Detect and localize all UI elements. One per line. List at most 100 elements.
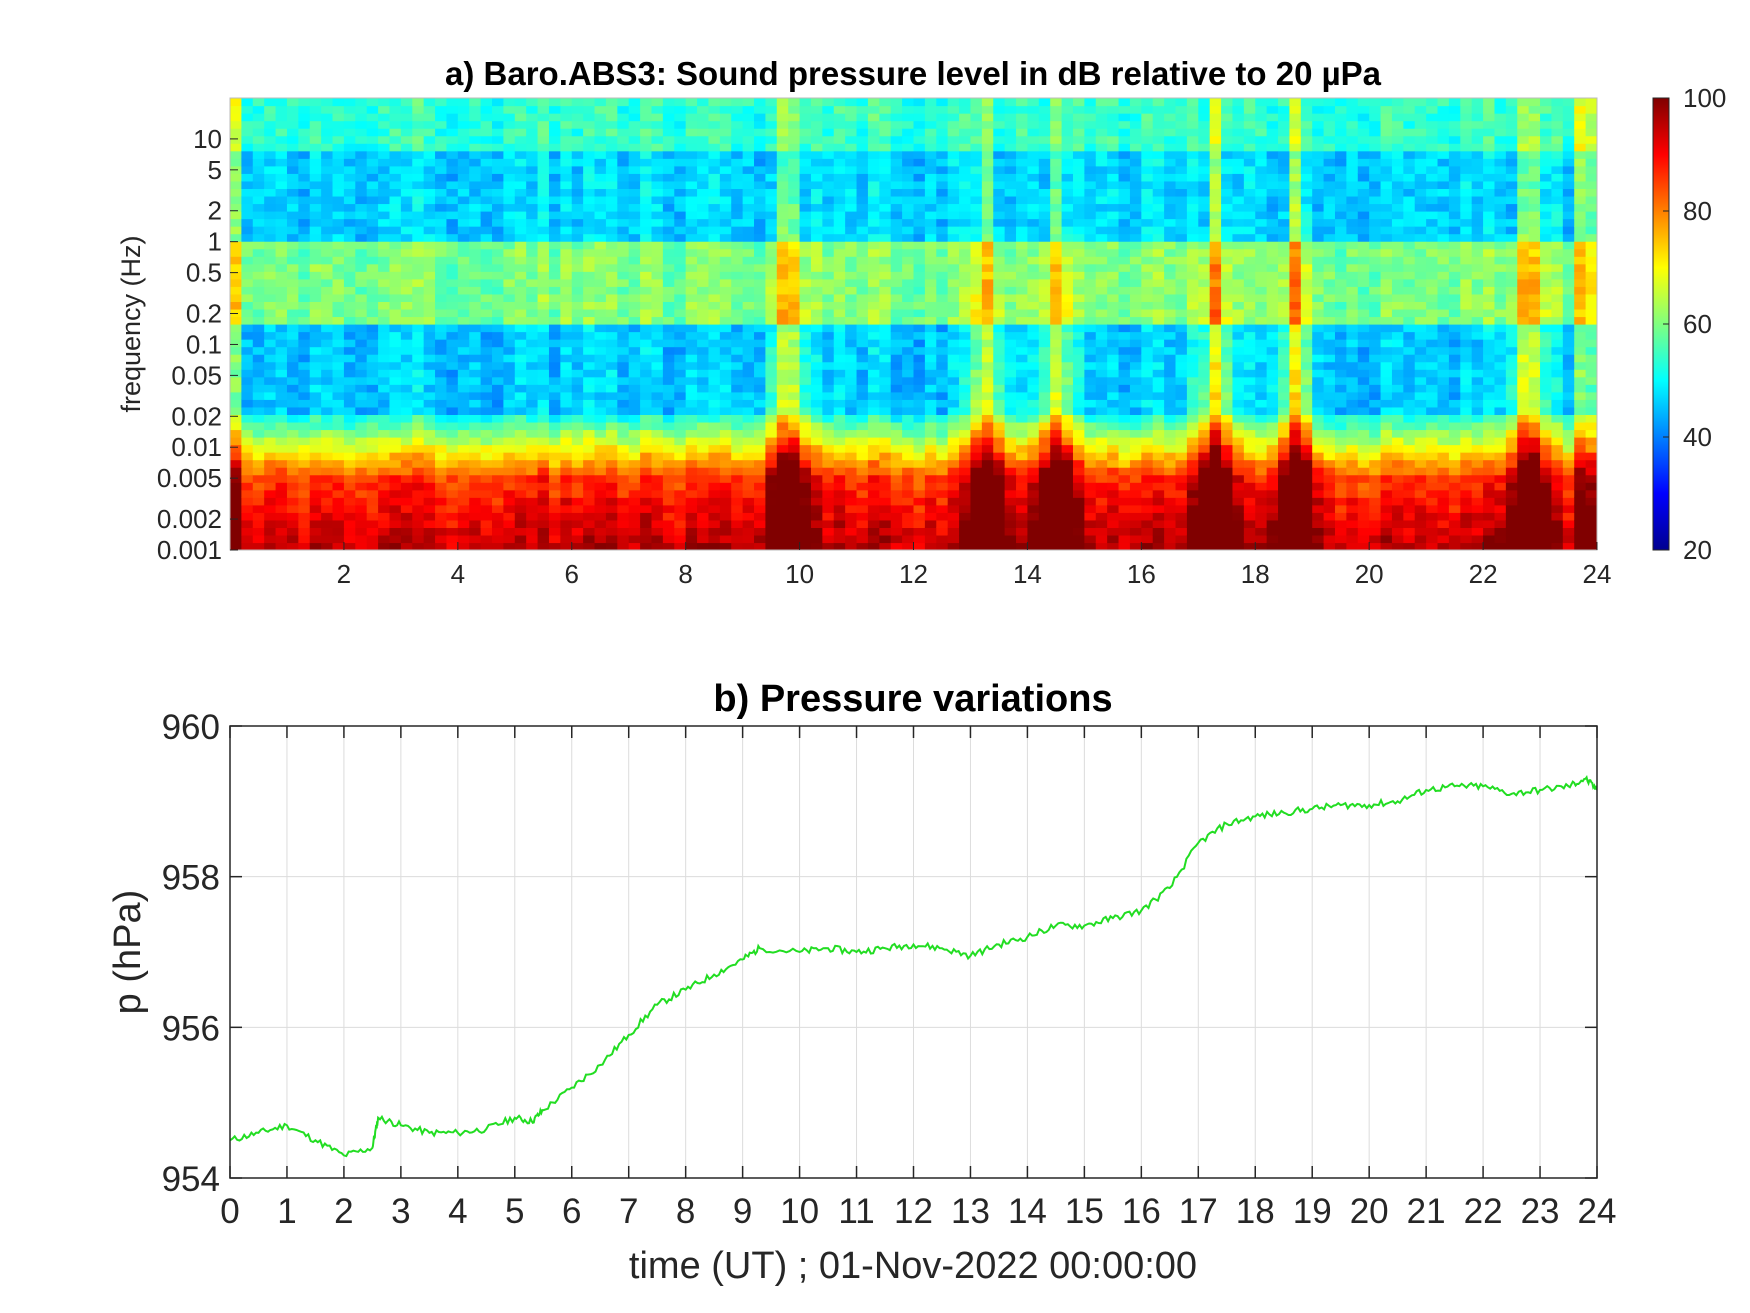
spectrogram-cell [822,369,835,378]
spectrogram-cell [423,437,436,446]
spectrogram-cell [286,452,299,461]
spectrogram-cell [1027,105,1040,114]
spectrogram-cell [674,241,687,250]
spectrogram-cell [1072,527,1085,536]
spectrogram-cell [754,218,767,227]
spectrogram-cell [719,324,732,333]
spectrogram-cell [309,459,322,468]
spectrogram-cell [526,429,539,438]
spectrogram-cell [685,241,698,250]
spectrogram-cell [286,414,299,423]
spectrogram-cell [560,150,573,159]
spectrogram-cell [1004,527,1017,536]
spectrogram-cell [674,226,687,235]
spectrogram-cell [1004,512,1017,521]
spectrogram-cell [845,241,858,250]
spectrogram-cell [788,474,801,483]
spectrogram-cell [799,293,812,302]
spectrogram-cell [890,158,903,167]
spectrogram-cell [1095,504,1108,513]
spectrogram-cell [1095,361,1108,370]
spectrogram-cell [343,218,356,227]
spectrogram-cell [514,467,527,476]
spectrogram-cell [754,241,767,250]
spectrogram-cell [1084,263,1097,272]
spectrogram-cell [1141,226,1154,235]
spectrogram-cell [742,369,755,378]
spectrogram-cell [526,135,539,144]
spectrogram-cell [1038,452,1051,461]
spectrogram-cell [685,346,698,355]
spectrogram-cell [366,226,379,235]
spectrogram-cell [697,316,710,325]
spectrogram-cell [446,504,459,513]
spectrogram-cell [742,391,755,400]
spectrogram-cell [435,406,448,415]
spectrogram-cell [765,180,778,189]
spectrogram-cell [674,158,687,167]
spectrogram-cell [526,519,539,528]
spectrogram-cell [446,376,459,385]
spectrogram-cell [1107,452,1120,461]
spectrogram-cell [1107,241,1120,250]
spectrogram-cell [548,203,561,212]
spectrogram-cell [378,489,391,498]
spectrogram-cell [571,324,584,333]
spectrogram-cell [560,437,573,446]
spectrogram-cell [594,286,607,295]
spectrogram-cell [1164,233,1177,242]
spectrogram-cell [799,444,812,453]
spectrogram-cell [617,165,630,174]
spectrogram-cell [457,211,470,220]
spectrogram-cell [605,391,618,400]
spectrogram-cell [321,263,334,272]
spectrogram-cell [1141,512,1154,521]
spectrogram-cell [902,173,915,182]
spectrogram-cell [571,512,584,521]
spectrogram-cell [1072,218,1085,227]
spectrogram-cell [685,316,698,325]
spectrogram-cell [1061,421,1074,431]
spectrogram-cell [1004,324,1017,333]
spectrogram-cell [685,339,698,348]
spectrogram-cell [731,437,744,446]
spectrogram-cell [719,361,732,370]
spectrogram-cell [378,308,391,318]
spectrogram-cell [1152,293,1165,302]
spectrogram-cell [526,263,539,272]
spectrogram-cell [776,173,789,182]
spectrogram-cell [1027,113,1040,122]
spectrogram-cell [674,452,687,461]
spectrogram-cell [913,504,926,513]
spectrogram-cell [879,105,892,114]
spectrogram-cell [412,376,425,385]
spectrogram-cell [492,339,504,348]
spectrogram-cell [435,391,448,400]
spectrogram-cell [275,180,288,189]
spectrogram-cell [343,226,356,235]
spectrogram-cell [1038,128,1051,137]
spectrogram-cell [662,233,675,242]
spectrogram-cell [947,263,960,272]
spectrogram-cell [321,211,334,220]
spectrogram-cell [924,542,937,550]
spectrogram-cell [856,384,869,393]
spectrogram-cell [640,203,653,212]
spectrogram-cell [867,105,880,114]
spectrogram-cell [480,293,493,302]
spectrogram-cell [924,271,937,280]
spectrogram-cell [1050,444,1063,453]
spectrogram-cell [765,248,778,257]
spectrogram-cell [879,391,892,400]
spectrogram-cell [241,308,254,318]
spectrogram-cell [617,399,630,408]
spectrogram-cell [799,105,812,114]
spectrogram-cell [343,98,356,107]
spectrogram-cell [867,489,880,498]
spectrogram-cell [1152,406,1165,415]
spectrogram-cell [230,467,242,476]
spectrogram-cell [412,278,425,287]
spectrogram-cell [970,165,983,174]
spectrogram-cell [594,504,607,513]
spectrogram-cell [1016,218,1029,227]
